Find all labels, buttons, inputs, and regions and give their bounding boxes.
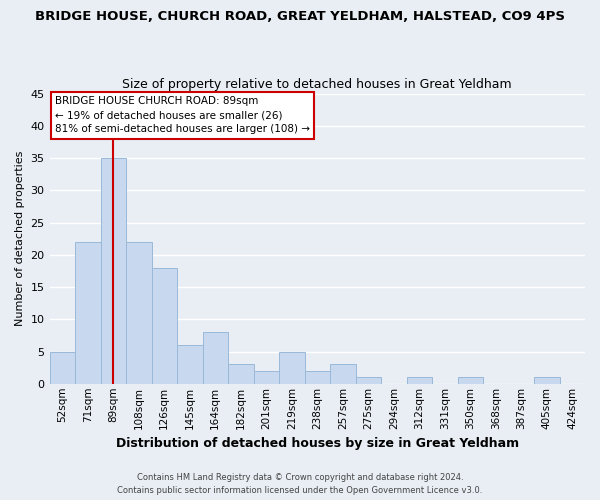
- Y-axis label: Number of detached properties: Number of detached properties: [15, 151, 25, 326]
- Bar: [75, 242, 101, 384]
- Bar: [126, 242, 152, 384]
- Title: Size of property relative to detached houses in Great Yeldham: Size of property relative to detached ho…: [122, 78, 512, 91]
- Text: BRIDGE HOUSE CHURCH ROAD: 89sqm
← 19% of detached houses are smaller (26)
81% of: BRIDGE HOUSE CHURCH ROAD: 89sqm ← 19% of…: [55, 96, 310, 134]
- Bar: [203, 332, 228, 384]
- Bar: [228, 364, 254, 384]
- Text: BRIDGE HOUSE, CHURCH ROAD, GREAT YELDHAM, HALSTEAD, CO9 4PS: BRIDGE HOUSE, CHURCH ROAD, GREAT YELDHAM…: [35, 10, 565, 23]
- Bar: [356, 378, 381, 384]
- Bar: [152, 268, 177, 384]
- Bar: [101, 158, 126, 384]
- Bar: [50, 352, 75, 384]
- Bar: [330, 364, 356, 384]
- Bar: [407, 378, 432, 384]
- Bar: [534, 378, 560, 384]
- Bar: [279, 352, 305, 384]
- Bar: [177, 345, 203, 384]
- Bar: [254, 371, 279, 384]
- X-axis label: Distribution of detached houses by size in Great Yeldham: Distribution of detached houses by size …: [116, 437, 519, 450]
- Bar: [458, 378, 483, 384]
- Bar: [305, 371, 330, 384]
- Text: Contains HM Land Registry data © Crown copyright and database right 2024.
Contai: Contains HM Land Registry data © Crown c…: [118, 474, 482, 495]
